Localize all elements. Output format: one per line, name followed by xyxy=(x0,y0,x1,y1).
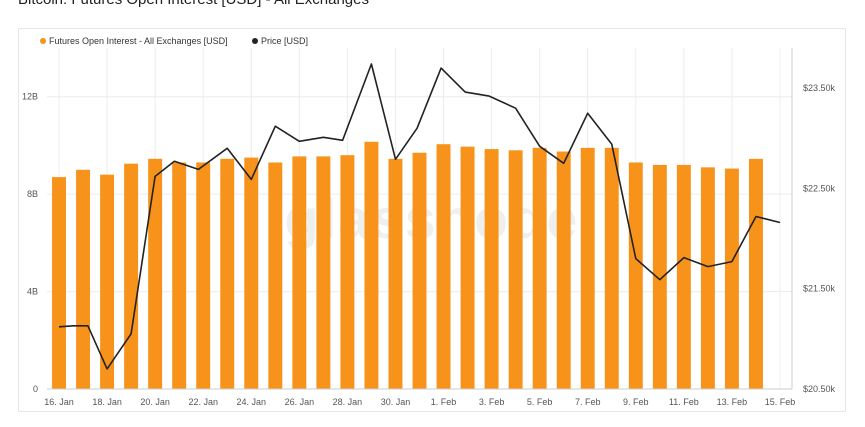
bar xyxy=(220,158,235,389)
y-left-tick-label: 12B xyxy=(22,92,38,102)
bar xyxy=(412,152,427,389)
bar xyxy=(532,147,547,389)
bar xyxy=(340,155,355,389)
x-tick-label: 7. Feb xyxy=(575,397,601,407)
bar-series xyxy=(52,141,763,389)
legend-label-price: Price [USD] xyxy=(261,36,308,46)
y-right-tick-label: $21.50k xyxy=(803,284,836,294)
x-tick-label: 16. Jan xyxy=(44,397,74,407)
x-tick-label: 9. Feb xyxy=(623,397,649,407)
chart-panel xyxy=(18,28,846,412)
bar xyxy=(580,147,595,389)
bar xyxy=(196,162,211,389)
y-left-tick-label: 0 xyxy=(33,384,38,394)
bar xyxy=(484,149,499,389)
x-tick-label: 30. Jan xyxy=(381,397,411,407)
bar xyxy=(700,167,715,389)
bar xyxy=(52,177,66,389)
bar xyxy=(436,144,451,389)
y-right-tick-label: $20.50k xyxy=(803,384,836,394)
x-tick-label: 28. Jan xyxy=(333,397,363,407)
axes: 0 4B 8B 12B $20.50k $21.50k $22.50k $23.50k 16. … xyxy=(22,48,836,407)
bar xyxy=(76,169,91,389)
x-tick-label: 18. Jan xyxy=(92,397,122,407)
bar xyxy=(124,163,139,389)
y-left-tick-label: 4B xyxy=(27,287,38,297)
x-tick-label: 5. Feb xyxy=(527,397,553,407)
watermark: glassnode xyxy=(285,187,580,250)
bar xyxy=(460,146,475,389)
legend-label-open-interest: Futures Open Interest - All Exchanges [U… xyxy=(49,36,228,46)
bar xyxy=(100,174,115,389)
x-tick-label: 26. Jan xyxy=(285,397,315,407)
price-line xyxy=(58,63,781,370)
bar xyxy=(292,156,307,389)
bar xyxy=(508,150,523,389)
bar xyxy=(244,157,259,389)
x-tick-label: 11. Feb xyxy=(669,397,699,407)
x-tick-label: 22. Jan xyxy=(188,397,218,407)
legend[interactable]: Futures Open Interest - All Exchanges [U… xyxy=(40,36,308,46)
y-left-tick-label: 8B xyxy=(27,189,38,199)
x-tick-label: 13. Feb xyxy=(717,397,748,407)
y-right-tick-label: $22.50k xyxy=(803,183,836,193)
bar xyxy=(556,151,571,389)
x-tick-label: 15. Feb xyxy=(765,397,796,407)
bar xyxy=(388,158,403,389)
bar xyxy=(724,168,739,389)
bar xyxy=(364,141,379,389)
bar xyxy=(604,147,619,389)
bar xyxy=(652,164,667,389)
bar xyxy=(748,158,763,389)
legend-swatch-price xyxy=(252,38,258,44)
legend-swatch-open-interest xyxy=(40,38,46,44)
bar xyxy=(628,162,643,389)
bar xyxy=(172,162,187,389)
bar xyxy=(316,156,331,389)
bar xyxy=(268,162,283,389)
page-title: Bitcoin: Futures Open Interest [USD] - A… xyxy=(18,0,369,8)
x-tick-label: 3. Feb xyxy=(479,397,505,407)
y-right-tick-label: $23.50k xyxy=(803,83,836,93)
bar xyxy=(148,158,163,389)
x-tick-label: 24. Jan xyxy=(237,397,267,407)
price-series xyxy=(58,63,781,370)
x-tick-label: 1. Feb xyxy=(431,397,457,407)
x-tick-label: 20. Jan xyxy=(140,397,170,407)
bar xyxy=(676,164,691,389)
